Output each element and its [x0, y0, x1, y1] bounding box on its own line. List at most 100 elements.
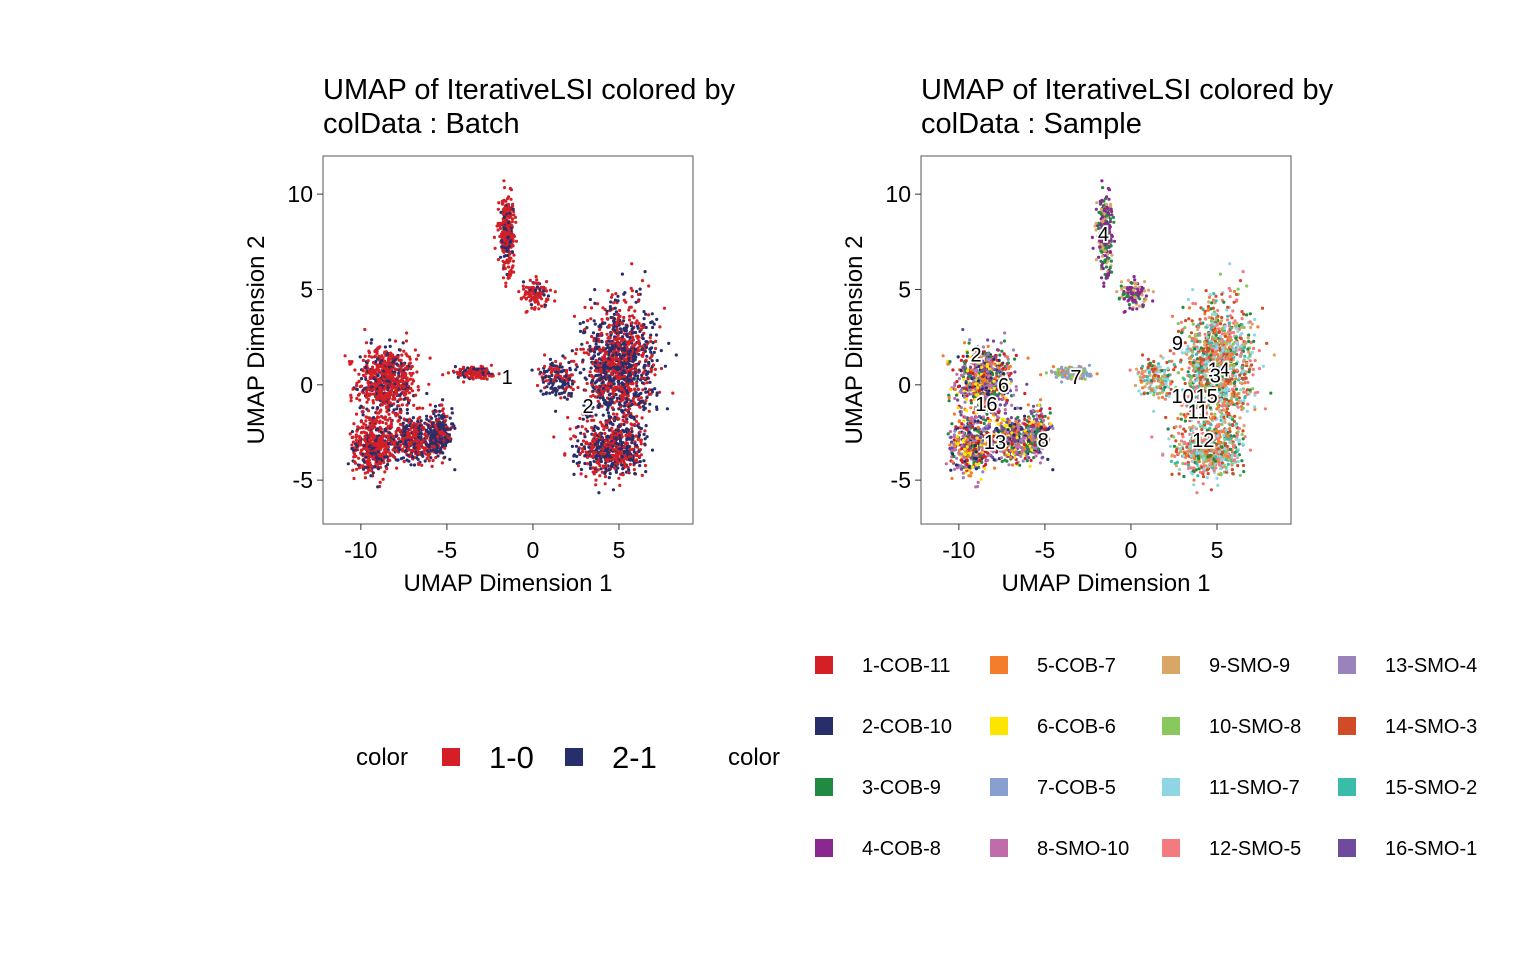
- scatter-point: [611, 453, 615, 457]
- scatter-point: [567, 377, 572, 382]
- scatter-point: [550, 361, 554, 365]
- scatter-point: [388, 338, 392, 342]
- scatter-point: [434, 451, 438, 455]
- scatter-point: [630, 429, 634, 434]
- scatter-point: [530, 296, 534, 300]
- scatter-point: [367, 449, 371, 453]
- scatter-point: [638, 344, 642, 348]
- scatter-point: [372, 416, 376, 420]
- scatter-point: [397, 418, 401, 422]
- scatter-point: [604, 464, 609, 468]
- scatter-point: [585, 381, 589, 386]
- scatter-point: [1005, 398, 1010, 402]
- scatter-point: [365, 447, 369, 451]
- scatter-point: [510, 220, 514, 224]
- panel-batch: UMAP of IterativeLSI colored by colData …: [243, 74, 736, 775]
- scatter-point: [659, 366, 664, 371]
- scatter-point: [998, 353, 1002, 357]
- scatter-point: [451, 422, 455, 426]
- scatter-point: [416, 388, 421, 392]
- scatter-point: [947, 399, 951, 403]
- scatter-point: [532, 281, 536, 285]
- scatter-point: [439, 403, 443, 407]
- scatter-point: [609, 300, 613, 304]
- scatter-point: [417, 461, 421, 465]
- scatter-point: [501, 212, 505, 216]
- scatter-point: [511, 209, 516, 214]
- scatter-point: [505, 258, 509, 262]
- scatter-point: [674, 353, 678, 357]
- scatter-point: [658, 325, 662, 329]
- scatter-point: [608, 472, 612, 476]
- scatter-point: [496, 207, 500, 211]
- scatter-point: [630, 289, 635, 293]
- scatter-point: [365, 400, 369, 404]
- scatter-points: [343, 179, 678, 495]
- scatter-point: [574, 444, 579, 448]
- scatter-point: [407, 401, 411, 405]
- scatter-point: [511, 233, 516, 237]
- scatter-point: [361, 452, 365, 456]
- scatter-point: [606, 451, 610, 456]
- scatter-point: [616, 455, 620, 459]
- scatter-point: [438, 409, 442, 413]
- scatter-point: [582, 367, 586, 371]
- scatter-point: [593, 439, 597, 443]
- scatter-point: [533, 299, 537, 303]
- scatter-point: [1012, 393, 1016, 397]
- scatter-point: [625, 442, 630, 446]
- scatter-point: [369, 474, 373, 478]
- scatter-point: [387, 357, 391, 361]
- scatter-point: [622, 404, 626, 408]
- scatter-point: [615, 412, 619, 416]
- scatter-point: [616, 449, 620, 453]
- scatter-point: [391, 393, 395, 397]
- scatter-point: [635, 319, 639, 323]
- scatter-point: [543, 286, 547, 290]
- scatter-point: [592, 459, 596, 463]
- scatter-point: [607, 375, 611, 379]
- scatter-point: [605, 386, 609, 390]
- scatter-point: [597, 357, 602, 361]
- scatter-point: [348, 362, 352, 366]
- scatter-point: [371, 471, 375, 475]
- scatter-point: [1026, 356, 1030, 360]
- scatter-point: [367, 438, 372, 442]
- scatter-point: [543, 364, 547, 368]
- scatter-point: [641, 388, 645, 392]
- panel-sample: UMAP of IterativeLSI colored by colData …: [728, 74, 1477, 860]
- scatter-point: [477, 373, 481, 377]
- scatter-point: [539, 389, 543, 393]
- scatter-point: [363, 327, 367, 332]
- chart-title-line-2: colData : Sample: [921, 108, 1142, 140]
- scatter-point: [571, 387, 575, 392]
- scatter-point: [644, 325, 648, 330]
- scatter-point: [618, 308, 622, 313]
- scatter-point: [627, 402, 632, 406]
- scatter-point: [620, 339, 624, 343]
- scatter-point: [640, 279, 645, 283]
- scatter-point: [631, 382, 635, 386]
- scatter-point: [407, 364, 411, 368]
- scatter-point: [366, 397, 370, 401]
- scatter-point: [559, 396, 563, 400]
- scatter-point: [393, 339, 398, 343]
- scatter-point: [643, 270, 647, 274]
- scatter-point: [435, 446, 439, 450]
- scatter-point: [440, 409, 445, 413]
- scatter-point: [418, 442, 423, 447]
- scatter-point: [610, 397, 614, 401]
- scatter-point: [581, 439, 586, 443]
- scatter-point: [507, 276, 511, 280]
- scatter-point: [638, 329, 642, 333]
- scatter-point: [671, 391, 675, 395]
- scatter-point: [576, 449, 580, 454]
- scatter-point: [636, 437, 640, 442]
- scatter-point: [512, 213, 516, 217]
- scatter-point: [365, 452, 369, 456]
- scatter-point: [385, 361, 389, 365]
- scatter-point: [411, 455, 415, 460]
- scatter-point: [579, 467, 584, 472]
- scatter-point: [354, 435, 358, 439]
- scatter-point: [653, 367, 658, 371]
